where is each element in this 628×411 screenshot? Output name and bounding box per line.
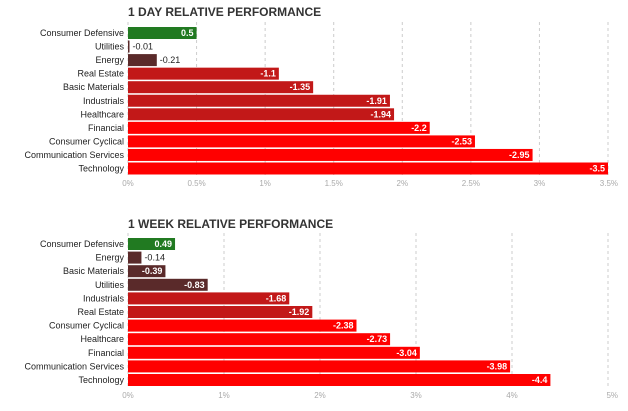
value-label: 0.49 <box>155 239 173 249</box>
x-tick-label: 3% <box>534 179 546 188</box>
category-label: Financial <box>88 348 124 358</box>
category-label: Basic Materials <box>63 82 125 92</box>
x-tick-label: 1.5% <box>325 179 343 188</box>
value-label: -2.2 <box>411 123 427 133</box>
value-label: -0.01 <box>133 42 154 52</box>
bar <box>128 319 357 332</box>
x-tick-label: 1% <box>218 391 230 400</box>
value-label: -3.04 <box>396 348 417 358</box>
value-label: -1.94 <box>371 109 392 119</box>
category-label: Financial <box>88 123 124 133</box>
category-label: Consumer Defensive <box>40 239 124 249</box>
x-tick-label: 2.5% <box>462 179 480 188</box>
bar <box>128 67 279 80</box>
bar <box>128 135 475 148</box>
value-label: -3.98 <box>487 361 508 371</box>
x-tick-label: 2% <box>397 179 409 188</box>
day-performance-chart: 0% 0.5% 1% 1.5% 2% 2.5% 3% 3.5% Consumer Defensi… <box>24 22 618 188</box>
category-label: Consumer Cyclical <box>49 321 124 331</box>
bar <box>128 40 130 53</box>
week-performance-chart: 0% 1% 2% 3% 4% 5% Consumer Defensive 0.49 Energy… <box>24 233 618 400</box>
value-label: -1.35 <box>290 82 311 92</box>
category-label: Technology <box>78 375 124 385</box>
value-label: 0.5 <box>181 28 194 38</box>
bar <box>128 238 176 250</box>
week-chart-title: 1 WEEK RELATIVE PERFORMANCE <box>128 217 334 231</box>
category-label: Technology <box>78 164 124 174</box>
value-label: -2.73 <box>367 334 388 344</box>
category-label: Energy <box>95 55 124 65</box>
x-tick-label: 0% <box>122 179 134 188</box>
bar <box>128 162 608 175</box>
category-label: Basic Materials <box>63 266 125 276</box>
x-tick-label: 0.5% <box>187 179 205 188</box>
bar <box>128 292 290 305</box>
bar <box>128 278 208 291</box>
value-label: -0.14 <box>144 253 165 263</box>
value-label: -1.92 <box>289 307 310 317</box>
value-label: -2.38 <box>333 321 354 331</box>
category-label: Utilities <box>95 42 125 52</box>
week-performance-panel: 1 WEEK RELATIVE PERFORMANCE 0% 1% 2% 3% 4% 5%… <box>0 205 628 411</box>
bar <box>128 94 390 107</box>
value-label: -1.1 <box>260 69 276 79</box>
category-label: Consumer Defensive <box>40 28 124 38</box>
category-label: Real Estate <box>77 69 124 79</box>
bar <box>128 108 395 121</box>
value-label: -0.39 <box>142 266 163 276</box>
x-tick-label: 5% <box>606 391 618 400</box>
value-label: -1.68 <box>266 293 287 303</box>
x-tick-label: 2% <box>314 391 326 400</box>
category-label: Communication Services <box>24 361 124 371</box>
x-tick-label: 3% <box>410 391 422 400</box>
bar <box>128 333 391 346</box>
category-label: Communication Services <box>24 150 124 160</box>
bar <box>128 81 314 94</box>
x-tick-label: 0% <box>122 391 134 400</box>
value-label: -2.53 <box>451 136 472 146</box>
category-label: Energy <box>95 253 124 263</box>
category-label: Healthcare <box>80 109 124 119</box>
bar <box>128 374 551 386</box>
value-label: -0.83 <box>184 280 205 290</box>
bar <box>128 360 511 373</box>
bar <box>128 148 533 161</box>
value-label: -1.91 <box>366 96 387 106</box>
bar <box>128 346 420 359</box>
category-label: Healthcare <box>80 334 124 344</box>
x-tick-label: 3.5% <box>600 179 618 188</box>
x-tick-label: 4% <box>506 391 518 400</box>
value-label: -0.21 <box>160 55 181 65</box>
category-label: Industrials <box>83 96 125 106</box>
value-label: -4.4 <box>532 375 548 385</box>
value-label: -3.5 <box>589 164 605 174</box>
bar <box>128 27 197 39</box>
bar <box>128 121 430 134</box>
day-chart-title: 1 DAY RELATIVE PERFORMANCE <box>128 5 322 19</box>
value-label: -2.95 <box>509 150 530 160</box>
category-label: Real Estate <box>77 307 124 317</box>
category-label: Consumer Cyclical <box>49 136 124 146</box>
category-label: Industrials <box>83 293 125 303</box>
bar <box>128 306 313 318</box>
bar <box>128 54 157 67</box>
day-performance-panel: 1 DAY RELATIVE PERFORMANCE 0% 0.5% 1% 1.5% 2… <box>0 0 628 205</box>
category-label: Utilities <box>95 280 125 290</box>
x-tick-label: 1% <box>259 179 271 188</box>
bar <box>128 265 166 278</box>
bar <box>128 251 142 264</box>
